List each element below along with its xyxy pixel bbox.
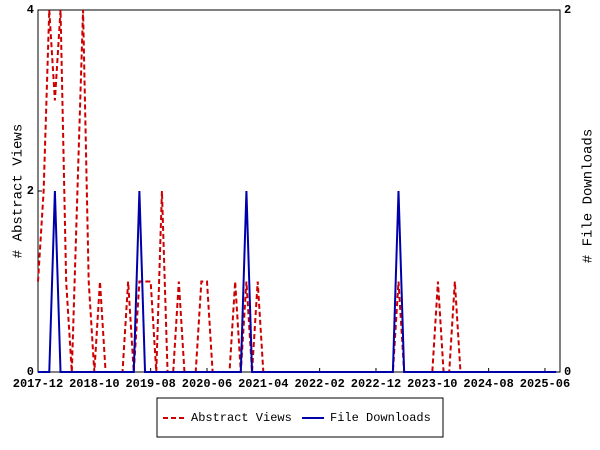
x-tick-label: 2018-10 (69, 377, 119, 391)
series-line (37, 9, 557, 373)
legend-label: Abstract Views (191, 411, 292, 425)
legend-box (156, 397, 444, 438)
y2-tick-label: 0 (564, 365, 571, 379)
y2-axis-label: # File Downloads (581, 129, 597, 263)
x-tick-label: 2017-12 (13, 377, 63, 391)
y2-tick-label: 2 (564, 3, 571, 17)
x-tick-label: 2019-08 (125, 377, 175, 391)
legend-label: File Downloads (330, 411, 431, 425)
x-tick-label: 2020-06 (182, 377, 232, 391)
plot-frame (37, 9, 561, 373)
x-tick-label: 2021-04 (238, 377, 288, 391)
x-tick-label: 2023-10 (407, 377, 457, 391)
y-tick-label: 4 (27, 3, 34, 17)
x-tick-label: 2025-06 (520, 377, 570, 391)
y-tick-label: 2 (27, 184, 34, 198)
x-tick-label: 2022-12 (351, 377, 401, 391)
x-tick-label: 2022-02 (294, 377, 344, 391)
x-tick-label: 2024-08 (463, 377, 513, 391)
series-line (38, 190, 557, 373)
y-tick-label: 0 (27, 365, 34, 379)
y-axis-label: # Abstract Views (11, 124, 27, 258)
